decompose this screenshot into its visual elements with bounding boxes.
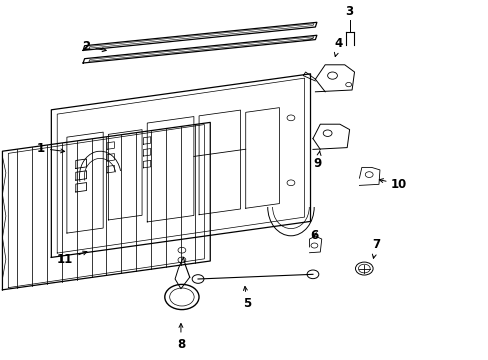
Text: 9: 9 <box>313 151 321 170</box>
Text: 10: 10 <box>389 178 406 191</box>
Text: 3: 3 <box>345 5 353 18</box>
Text: 6: 6 <box>310 229 318 242</box>
Text: 1: 1 <box>37 142 64 155</box>
Text: 4: 4 <box>334 37 342 57</box>
Text: 7: 7 <box>371 238 380 258</box>
Text: 2: 2 <box>82 40 106 53</box>
Text: 5: 5 <box>243 287 250 310</box>
Text: 11: 11 <box>57 251 87 266</box>
Text: 8: 8 <box>177 324 184 351</box>
